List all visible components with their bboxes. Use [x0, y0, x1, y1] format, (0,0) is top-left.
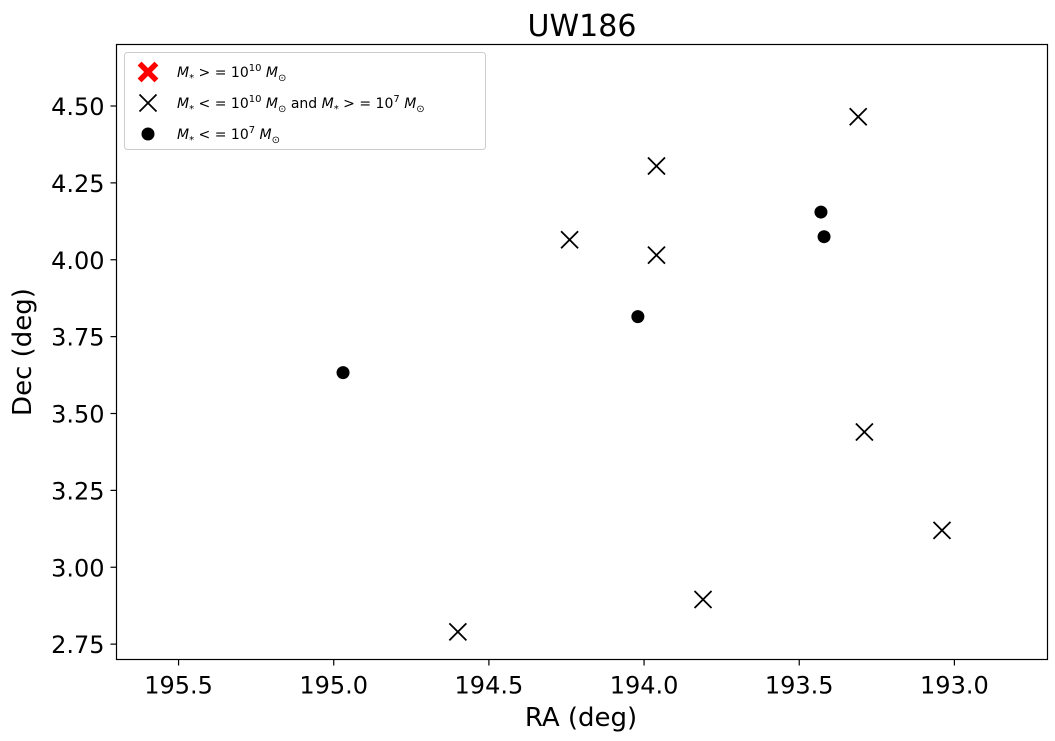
data-points — [336, 107, 952, 641]
data-point-circle — [814, 205, 828, 219]
legend-label: M* < = 1010 M⊙​ and M* > = 107 M⊙​ — [177, 94, 425, 115]
legend-label: M* > = 1010 M⊙​ — [177, 63, 286, 84]
data-point-x — [560, 230, 579, 249]
data-point-x — [448, 622, 468, 641]
x-tick-label: 193.5 — [765, 672, 834, 700]
y-axis-label: Dec (deg) — [8, 288, 38, 416]
y-tick-label: 2.75 — [51, 631, 104, 659]
data-point-x — [849, 107, 868, 126]
data-point-x — [693, 590, 713, 609]
y-tick-label: 4.50 — [51, 93, 104, 121]
x-axis-label: RA (deg) — [525, 703, 637, 733]
data-point-circle — [631, 310, 645, 324]
x-tick-label: 195.0 — [299, 672, 368, 700]
y-axis: 2.75 3.00 3.25 3.50 3.75 4.00 4.25 4.50 — [51, 93, 117, 659]
legend-box — [124, 52, 486, 150]
legend-marker — [137, 61, 159, 83]
y-tick-label: 3.75 — [51, 324, 104, 352]
y-tick-label: 4.25 — [51, 170, 104, 198]
data-point-circle — [817, 230, 831, 244]
legend-marker — [138, 93, 158, 113]
legend: M* > = 1010 M⊙​ M* < = 1010 M⊙​ and M* > … — [124, 52, 486, 150]
x-tick-label: 193.0 — [920, 672, 989, 700]
x-tick-label: 194.0 — [610, 672, 679, 700]
y-tick-label: 3.50 — [51, 401, 104, 429]
y-tick-label: 3.00 — [51, 554, 104, 582]
plot-frame — [115, 43, 1049, 661]
x-axis: 195.5 195.0 194.5 194.0 193.5 193.0 — [144, 659, 989, 700]
legend-label: M* < = 107 M⊙​ — [177, 125, 280, 146]
chart-title: UW186 — [528, 9, 637, 44]
data-point-x — [932, 521, 952, 540]
data-point-x — [855, 422, 874, 442]
x-tick-label: 195.5 — [144, 672, 213, 700]
y-tick-label: 4.00 — [51, 247, 104, 275]
x-tick-label: 194.5 — [455, 672, 524, 700]
y-tick-label: 3.25 — [51, 477, 104, 505]
data-point-x — [647, 246, 666, 265]
legend-marker — [141, 127, 155, 141]
data-point-x — [647, 156, 666, 176]
data-point-circle — [336, 366, 350, 380]
